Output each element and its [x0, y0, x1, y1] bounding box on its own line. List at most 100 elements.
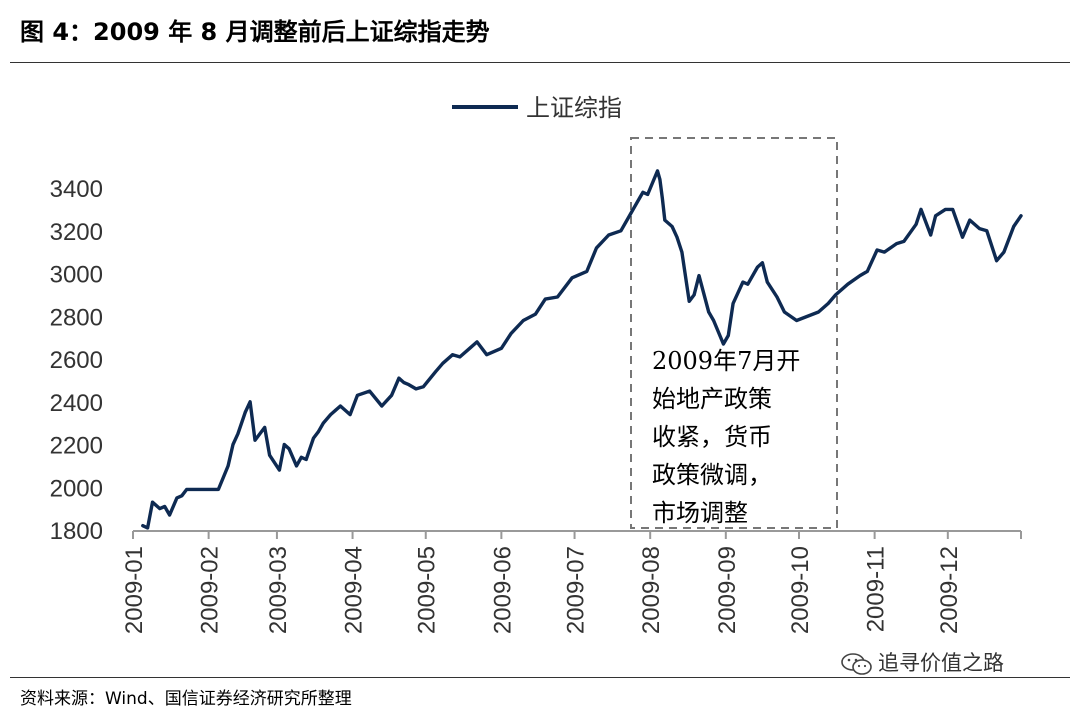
data-point [726, 334, 730, 337]
data-point [731, 302, 735, 305]
data-point [175, 496, 179, 500]
y-tick-label: 2800 [50, 304, 103, 331]
data-point [500, 346, 503, 350]
data-point [783, 310, 786, 314]
data-point [236, 432, 240, 436]
data-point [761, 261, 764, 265]
data-point [929, 233, 933, 237]
data-point [243, 411, 247, 414]
data-point [1012, 225, 1016, 228]
data-point [607, 233, 611, 237]
data-point [670, 225, 674, 228]
source-note: 资料来源：Wind、国信证券经济研究所整理 [20, 689, 352, 709]
x-tick-label: 2009-06 [489, 546, 516, 634]
x-tick-label: 2009-08 [638, 546, 665, 634]
y-tick-label: 3000 [50, 262, 103, 289]
x-tick-label: 2009-12 [936, 546, 963, 634]
data-point [795, 319, 798, 322]
data-point [163, 505, 167, 508]
wechat-icon [841, 653, 872, 675]
data-point [646, 193, 650, 196]
data-point [380, 404, 384, 408]
data-point [329, 413, 332, 416]
data-point [663, 218, 667, 222]
data-point [312, 436, 315, 440]
title-divider [10, 62, 1070, 63]
data-point [141, 524, 145, 528]
data-point [339, 404, 342, 408]
data-point [521, 319, 525, 322]
y-tick-label: 1800 [50, 518, 103, 545]
data-point [151, 500, 154, 504]
data-point [817, 310, 820, 314]
x-tick-label: 2009-01 [121, 546, 148, 634]
source-divider [10, 677, 1070, 678]
data-point [407, 383, 411, 386]
data-point [656, 169, 659, 173]
data-point [390, 393, 393, 397]
data-point [1002, 250, 1006, 254]
x-axis: 2009-01 2009-02 2009-03 2009-04 2009-05 2009-… [121, 530, 1022, 634]
data-point [468, 346, 472, 350]
x-tick-label: 2009-04 [341, 546, 368, 634]
data-point [434, 370, 437, 374]
data-point [895, 242, 898, 246]
data-point [421, 385, 425, 389]
data-point [570, 276, 574, 280]
annotation-line: 2009年7月开 [652, 347, 801, 375]
data-point [458, 355, 462, 359]
data-point [639, 195, 642, 199]
x-tick-label: 2009-11 [863, 546, 890, 632]
data-point [534, 312, 537, 316]
data-point [451, 353, 454, 357]
data-point [317, 430, 320, 434]
data-point [1019, 214, 1023, 218]
data-point [585, 270, 589, 273]
data-point [985, 229, 989, 233]
data-point [278, 468, 281, 472]
data-point [846, 282, 850, 286]
series-line [141, 169, 1023, 530]
data-point [680, 250, 684, 254]
y-tick-label: 2200 [50, 433, 103, 460]
data-point [834, 293, 837, 297]
data-point [961, 235, 964, 239]
data-point [475, 340, 479, 344]
annotation-line: 政策微调， [652, 461, 772, 489]
data-point [248, 400, 252, 404]
data-point [146, 526, 150, 530]
annotation-line: 收紧，货币 [652, 423, 772, 451]
y-tick-label: 2600 [50, 347, 103, 374]
data-point [334, 408, 337, 412]
y-tick-label: 2000 [50, 475, 103, 502]
data-point [883, 250, 886, 254]
data-point [263, 426, 267, 429]
data-point [902, 240, 906, 243]
annotation-text: 2009年7月开 始地产政策 收紧，货币 政策微调， 市场调整 [652, 342, 830, 532]
y-axis: 1800 2000 2200 2400 2600 2800 3000 3200 3400 [50, 176, 103, 545]
data-point [304, 458, 308, 461]
data-point [180, 494, 184, 498]
legend: 上证综指 [452, 94, 622, 122]
data-point [697, 274, 701, 277]
data-point [641, 190, 645, 194]
data-point [287, 447, 291, 451]
watermark-text: 追寻价值之路 [878, 651, 1004, 675]
watermark: 追寻价值之路 [840, 647, 1004, 677]
data-point [217, 488, 220, 491]
data-point [299, 455, 303, 459]
x-tick-label: 2009-03 [265, 546, 292, 634]
data-point [712, 319, 715, 322]
data-point [692, 293, 696, 297]
data-point [402, 381, 406, 384]
x-tick-label: 2009-05 [414, 546, 441, 634]
data-point [397, 376, 401, 380]
data-point [295, 464, 298, 468]
data-point [368, 389, 371, 393]
data-point [687, 299, 691, 303]
data-point [629, 212, 633, 216]
data-point [509, 332, 513, 335]
data-point [441, 361, 445, 365]
data-point [944, 208, 947, 211]
data-point [556, 295, 559, 299]
